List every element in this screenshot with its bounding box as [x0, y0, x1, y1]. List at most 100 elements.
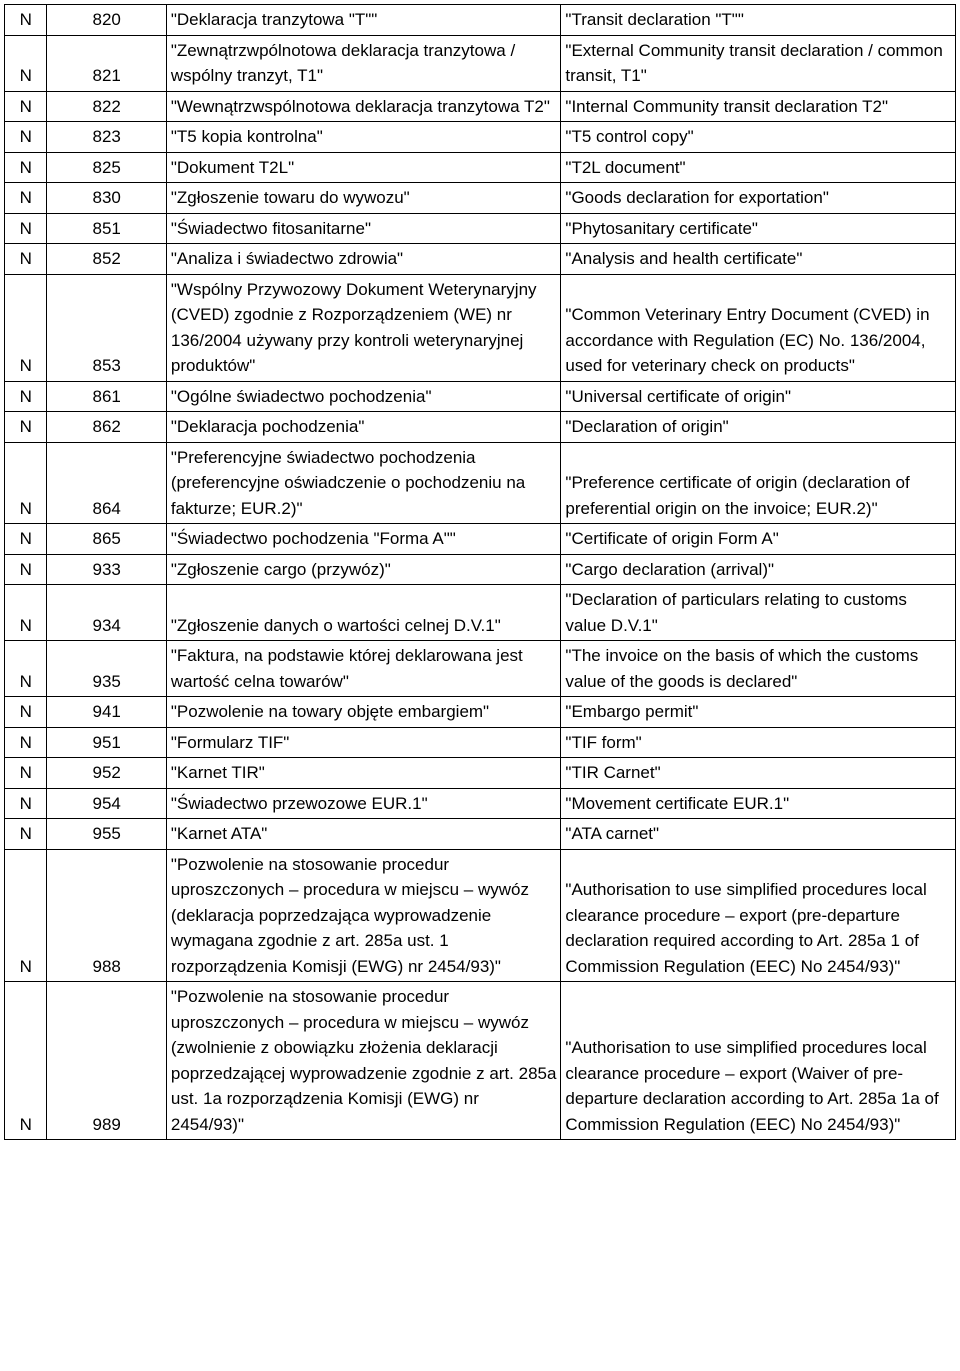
code-number-cell: 851 [47, 213, 166, 244]
table-row: N820"Deklaracja tranzytowa "T"""Transit … [5, 5, 956, 36]
description-en-cell: "Internal Community transit declaration … [561, 91, 956, 122]
code-letter-cell: N [5, 727, 47, 758]
description-pl-cell: "Zewnątrzwpólnotowa deklaracja tranzytow… [166, 35, 561, 91]
description-en-cell: "TIF form" [561, 727, 956, 758]
code-letter-cell: N [5, 524, 47, 555]
description-en-cell: "Universal certificate of origin" [561, 381, 956, 412]
description-pl-cell: "Zgłoszenie cargo (przywóz)" [166, 554, 561, 585]
description-en-cell: "The invoice on the basis of which the c… [561, 641, 956, 697]
description-pl-cell: "Karnet ATA" [166, 819, 561, 850]
table-row: N954"Świadectwo przewozowe EUR.1""Moveme… [5, 788, 956, 819]
code-letter-cell: N [5, 982, 47, 1140]
description-pl-cell: "Wspólny Przywozowy Dokument Weterynaryj… [166, 274, 561, 381]
code-letter-cell: N [5, 641, 47, 697]
table-row: N865"Świadectwo pochodzenia "Forma A"""C… [5, 524, 956, 555]
code-letter-cell: N [5, 412, 47, 443]
description-pl-cell: "Dokument T2L" [166, 152, 561, 183]
code-number-cell: 934 [47, 585, 166, 641]
description-en-cell: "External Community transit declaration … [561, 35, 956, 91]
code-number-cell: 989 [47, 982, 166, 1140]
table-row: N935"Faktura, na podstawie której deklar… [5, 641, 956, 697]
table-row: N989"Pozwolenie na stosowanie procedur u… [5, 982, 956, 1140]
code-letter-cell: N [5, 819, 47, 850]
description-en-cell: "TIR Carnet" [561, 758, 956, 789]
code-letter-cell: N [5, 585, 47, 641]
description-en-cell: "Movement certificate EUR.1" [561, 788, 956, 819]
codes-table-body: N820"Deklaracja tranzytowa "T"""Transit … [5, 5, 956, 1140]
code-letter-cell: N [5, 183, 47, 214]
description-pl-cell: "Pozwolenie na towary objęte embargiem" [166, 697, 561, 728]
description-pl-cell: "Pozwolenie na stosowanie procedur upros… [166, 849, 561, 982]
table-row: N852"Analiza i świadectwo zdrowia""Analy… [5, 244, 956, 275]
code-letter-cell: N [5, 122, 47, 153]
description-en-cell: "T2L document" [561, 152, 956, 183]
description-en-cell: "Common Veterinary Entry Document (CVED)… [561, 274, 956, 381]
code-number-cell: 823 [47, 122, 166, 153]
codes-table: N820"Deklaracja tranzytowa "T"""Transit … [4, 4, 956, 1140]
description-pl-cell: "Deklaracja tranzytowa "T"" [166, 5, 561, 36]
description-en-cell: "Certificate of origin Form A" [561, 524, 956, 555]
description-pl-cell: "Formularz TIF" [166, 727, 561, 758]
code-letter-cell: N [5, 442, 47, 524]
description-en-cell: "Goods declaration for exportation" [561, 183, 956, 214]
description-pl-cell: "Pozwolenie na stosowanie procedur upros… [166, 982, 561, 1140]
description-en-cell: "Phytosanitary certificate" [561, 213, 956, 244]
code-number-cell: 864 [47, 442, 166, 524]
table-row: N955"Karnet ATA""ATA carnet" [5, 819, 956, 850]
table-row: N952"Karnet TIR""TIR Carnet" [5, 758, 956, 789]
code-letter-cell: N [5, 788, 47, 819]
description-pl-cell: "Deklaracja pochodzenia" [166, 412, 561, 443]
code-number-cell: 861 [47, 381, 166, 412]
code-number-cell: 820 [47, 5, 166, 36]
description-en-cell: "Preference certificate of origin (decla… [561, 442, 956, 524]
description-en-cell: "Analysis and health certificate" [561, 244, 956, 275]
table-row: N822"Wewnątrzwspólnotowa deklaracja tran… [5, 91, 956, 122]
description-pl-cell: "Faktura, na podstawie której deklarowan… [166, 641, 561, 697]
table-row: N934"Zgłoszenie danych o wartości celnej… [5, 585, 956, 641]
table-row: N862"Deklaracja pochodzenia""Declaration… [5, 412, 956, 443]
code-number-cell: 852 [47, 244, 166, 275]
code-number-cell: 955 [47, 819, 166, 850]
table-row: N941"Pozwolenie na towary objęte embargi… [5, 697, 956, 728]
code-number-cell: 865 [47, 524, 166, 555]
description-pl-cell: "Świadectwo fitosanitarne" [166, 213, 561, 244]
code-number-cell: 822 [47, 91, 166, 122]
table-row: N864"Preferencyjne świadectwo pochodzeni… [5, 442, 956, 524]
description-pl-cell: "Preferencyjne świadectwo pochodzenia (p… [166, 442, 561, 524]
code-letter-cell: N [5, 152, 47, 183]
description-en-cell: "Cargo declaration (arrival)" [561, 554, 956, 585]
code-letter-cell: N [5, 849, 47, 982]
code-number-cell: 830 [47, 183, 166, 214]
code-number-cell: 853 [47, 274, 166, 381]
table-row: N821"Zewnątrzwpólnotowa deklaracja tranz… [5, 35, 956, 91]
code-letter-cell: N [5, 5, 47, 36]
table-row: N830"Zgłoszenie towaru do wywozu""Goods … [5, 183, 956, 214]
code-letter-cell: N [5, 244, 47, 275]
code-letter-cell: N [5, 758, 47, 789]
table-row: N823"T5 kopia kontrolna""T5 control copy… [5, 122, 956, 153]
description-en-cell: "Declaration of particulars relating to … [561, 585, 956, 641]
description-pl-cell: "Świadectwo przewozowe EUR.1" [166, 788, 561, 819]
table-row: N988"Pozwolenie na stosowanie procedur u… [5, 849, 956, 982]
code-number-cell: 952 [47, 758, 166, 789]
description-pl-cell: "T5 kopia kontrolna" [166, 122, 561, 153]
table-row: N851"Świadectwo fitosanitarne""Phytosani… [5, 213, 956, 244]
code-number-cell: 821 [47, 35, 166, 91]
description-en-cell: "Authorisation to use simplified procedu… [561, 849, 956, 982]
description-pl-cell: "Ogólne świadectwo pochodzenia" [166, 381, 561, 412]
table-row: N861"Ogólne świadectwo pochodzenia""Univ… [5, 381, 956, 412]
description-pl-cell: "Wewnątrzwspólnotowa deklaracja tranzyto… [166, 91, 561, 122]
code-number-cell: 988 [47, 849, 166, 982]
code-number-cell: 862 [47, 412, 166, 443]
table-row: N951"Formularz TIF""TIF form" [5, 727, 956, 758]
code-letter-cell: N [5, 274, 47, 381]
description-pl-cell: "Zgłoszenie danych o wartości celnej D.V… [166, 585, 561, 641]
code-number-cell: 933 [47, 554, 166, 585]
description-pl-cell: "Karnet TIR" [166, 758, 561, 789]
description-pl-cell: "Zgłoszenie towaru do wywozu" [166, 183, 561, 214]
code-number-cell: 951 [47, 727, 166, 758]
code-letter-cell: N [5, 554, 47, 585]
table-row: N853"Wspólny Przywozowy Dokument Weteryn… [5, 274, 956, 381]
description-en-cell: "Transit declaration "T"" [561, 5, 956, 36]
code-number-cell: 825 [47, 152, 166, 183]
